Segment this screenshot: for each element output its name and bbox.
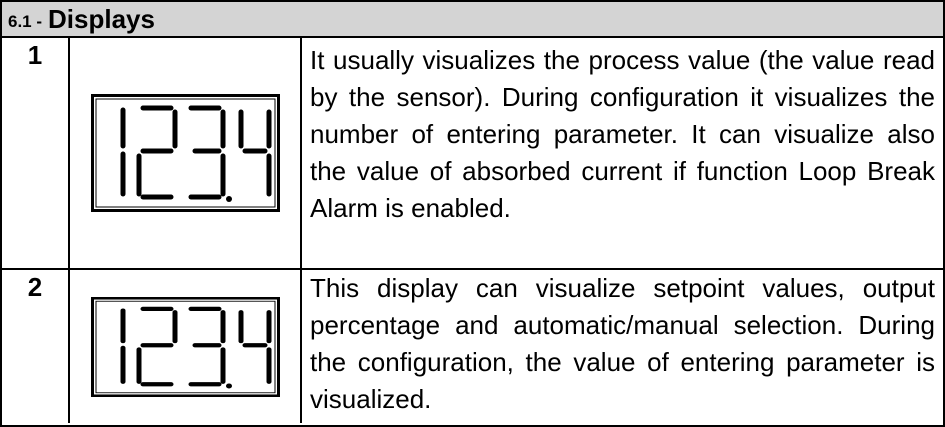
section-title: Displays: [48, 3, 155, 34]
row-number: 2: [2, 270, 70, 423]
section-header: 6.1 - Displays: [2, 2, 943, 38]
display-icon: [91, 94, 280, 212]
display-cell: [70, 38, 302, 268]
section-number: 6.1 -: [8, 11, 43, 31]
row-description: It usually visualizes the process value …: [310, 45, 935, 223]
table-row: 1 It usually visualizes the process valu…: [2, 38, 943, 270]
row-number: 1: [2, 38, 70, 268]
display-cell: [70, 270, 302, 423]
display-icon: [91, 297, 280, 397]
row-description: This display can visualize setpoint valu…: [310, 273, 935, 414]
table-row: 2 This display can visualize setpoint va…: [2, 270, 943, 423]
